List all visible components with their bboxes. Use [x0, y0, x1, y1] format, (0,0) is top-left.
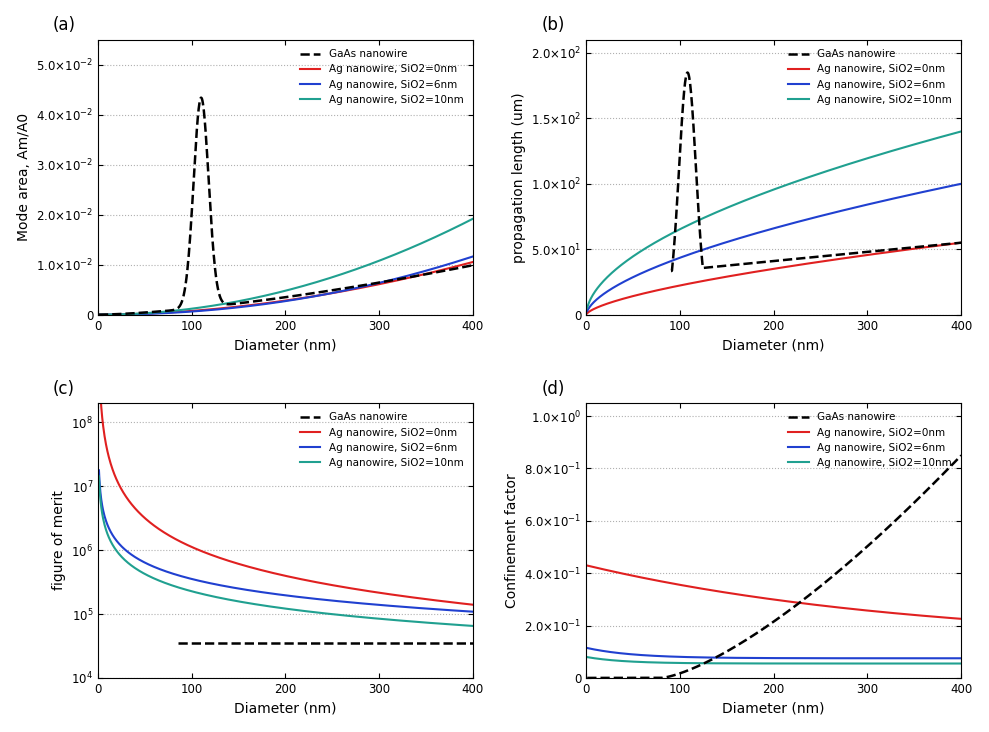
Text: (a): (a) [53, 16, 76, 34]
Text: (b): (b) [541, 16, 565, 34]
Legend: GaAs nanowire, Ag nanowire, SiO2=0nm, Ag nanowire, SiO2=6nm, Ag nanowire, SiO2=1: GaAs nanowire, Ag nanowire, SiO2=0nm, Ag… [783, 408, 956, 472]
X-axis label: Diameter (nm): Diameter (nm) [723, 338, 825, 352]
Legend: GaAs nanowire, Ag nanowire, SiO2=0nm, Ag nanowire, SiO2=6nm, Ag nanowire, SiO2=1: GaAs nanowire, Ag nanowire, SiO2=0nm, Ag… [783, 45, 956, 109]
Y-axis label: Mode area, Am/A0: Mode area, Am/A0 [17, 113, 31, 242]
Y-axis label: propagation length (um): propagation length (um) [511, 92, 526, 263]
Y-axis label: figure of merit: figure of merit [51, 490, 65, 591]
Text: (d): (d) [541, 379, 565, 397]
Text: (c): (c) [53, 379, 75, 397]
X-axis label: Diameter (nm): Diameter (nm) [723, 701, 825, 715]
Legend: GaAs nanowire, Ag nanowire, SiO2=0nm, Ag nanowire, SiO2=6nm, Ag nanowire, SiO2=1: GaAs nanowire, Ag nanowire, SiO2=0nm, Ag… [296, 408, 468, 472]
X-axis label: Diameter (nm): Diameter (nm) [234, 701, 336, 715]
X-axis label: Diameter (nm): Diameter (nm) [234, 338, 336, 352]
Legend: GaAs nanowire, Ag nanowire, SiO2=0nm, Ag nanowire, SiO2=6nm, Ag nanowire, SiO2=1: GaAs nanowire, Ag nanowire, SiO2=0nm, Ag… [296, 45, 468, 109]
Y-axis label: Confinement factor: Confinement factor [505, 473, 519, 608]
